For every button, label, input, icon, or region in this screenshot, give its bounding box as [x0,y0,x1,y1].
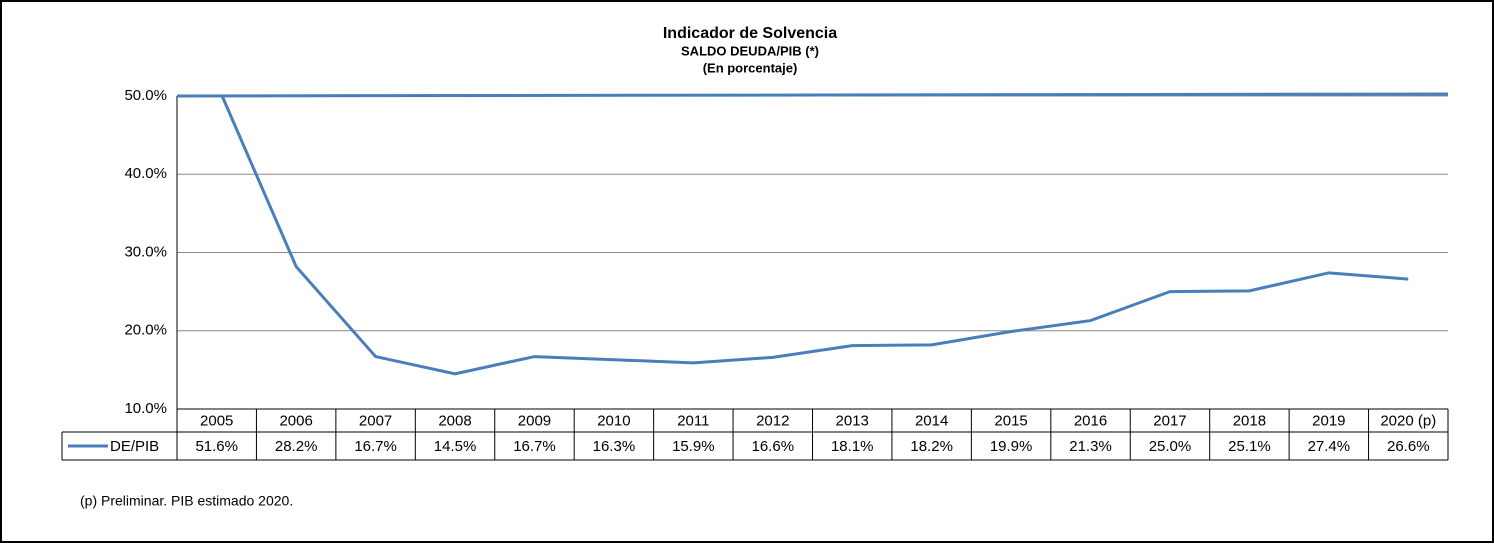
data-label: 16.3% [593,438,636,455]
chart-title: Indicador de Solvencia [663,25,837,42]
data-label: 18.1% [831,438,874,455]
data-label: 16.7% [354,438,397,455]
data-label: 27.4% [1308,438,1351,455]
y-tick-label: 10.0% [124,400,167,417]
data-label: 51.6% [195,438,238,455]
x-tick-label: 2006 [279,412,312,429]
data-label: 16.7% [513,438,556,455]
y-tick-label: 20.0% [124,322,167,339]
data-label: 25.0% [1149,438,1192,455]
chart-subtitle: SALDO DEUDA/PIB (*) [681,43,819,58]
series-line [220,96,1409,376]
y-tick-label: 50.0% [124,87,167,104]
x-tick-label: 2009 [518,412,551,429]
y-tick-label: 40.0% [124,165,167,182]
plot-top-edge [176,92,1449,98]
data-label: 19.9% [990,438,1033,455]
x-tick-label: 2007 [359,412,392,429]
data-label: 18.2% [910,438,953,455]
x-tick-label: 2015 [994,412,1027,429]
x-tick-label: 2014 [915,412,948,429]
x-tick-label: 2020 (p) [1380,412,1436,429]
x-tick-label: 2012 [756,412,789,429]
x-tick-label: 2011 [677,412,709,429]
data-label: 25.1% [1228,438,1271,455]
x-tick-label: 2005 [200,412,233,429]
legend-label: DE/PIB [110,438,159,455]
data-label: 14.5% [434,438,477,455]
x-tick-label: 2019 [1312,412,1345,429]
x-tick-label: 2010 [597,412,630,429]
data-label: 26.6% [1387,438,1430,455]
x-tick-label: 2018 [1233,412,1266,429]
x-tick-label: 2013 [836,412,869,429]
data-label: 15.9% [672,438,715,455]
data-label: 16.6% [752,438,795,455]
unit-note: (En porcentaje) [703,60,798,75]
footnote: (p) Preliminar. PIB estimado 2020. [80,493,293,509]
y-tick-label: 30.0% [124,243,167,260]
data-label: 21.3% [1069,438,1112,455]
data-label: 28.2% [275,438,318,455]
x-tick-label: 2016 [1074,412,1107,429]
x-tick-label: 2008 [438,412,471,429]
x-tick-label: 2017 [1153,412,1186,429]
